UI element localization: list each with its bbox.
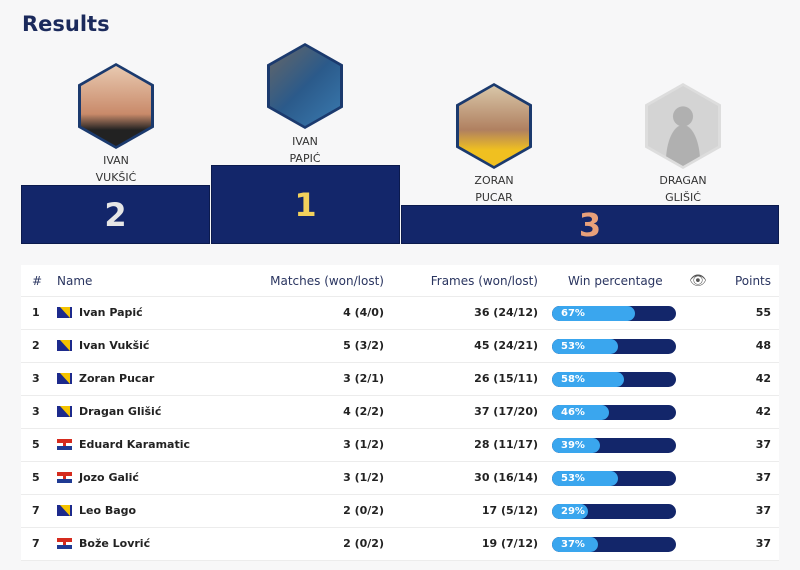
points: 37 <box>755 504 771 517</box>
avatar-1st[interactable] <box>267 43 343 129</box>
frames: 17 (5/12) <box>481 504 538 517</box>
player-last-name: GLIŠIĆ <box>665 191 701 204</box>
frames: 45 (24/21) <box>474 339 538 352</box>
avatar-2nd[interactable] <box>78 63 154 149</box>
table-row[interactable]: 7 Leo Bago 2 (0/2) 17 (5/12) 29% 37 <box>21 495 779 528</box>
croatia-flag-icon <box>57 439 72 450</box>
win-percentage-fill: 29% <box>552 504 588 519</box>
frames: 36 (24/12) <box>474 306 538 319</box>
player-name[interactable]: Dragan Glišić <box>79 405 162 418</box>
player-name[interactable]: Eduard Karamatic <box>79 438 190 451</box>
matches: 3 (2/1) <box>343 372 384 385</box>
frames: 26 (15/11) <box>474 372 538 385</box>
win-percentage-bar: 39% <box>552 438 676 453</box>
bosnia-flag-icon <box>57 307 72 318</box>
frames: 28 (11/17) <box>474 438 538 451</box>
player-last-name: PUCAR <box>475 191 513 204</box>
player-name[interactable]: Zoran Pucar <box>79 372 155 385</box>
table-row[interactable]: 5 Jozo Galić 3 (1/2) 30 (16/14) 53% 37 <box>21 462 779 495</box>
avatar-3rd[interactable] <box>456 83 532 169</box>
points: 37 <box>755 438 771 451</box>
podium-block-3: 3 <box>401 205 779 244</box>
points: 37 <box>755 471 771 484</box>
col-frames[interactable]: Frames (won/lost) <box>430 274 538 288</box>
win-percentage-bar: 37% <box>552 537 676 552</box>
col-win[interactable]: Win percentage <box>568 274 663 288</box>
matches: 4 (4/0) <box>343 306 384 319</box>
rank: 5 <box>32 438 40 451</box>
page-title: Results <box>22 12 110 36</box>
matches: 3 (1/2) <box>343 471 384 484</box>
col-points[interactable]: Points <box>734 274 771 288</box>
podium-block-2: 2 <box>21 185 210 244</box>
player-name[interactable]: Ivan Vukšić <box>79 339 150 352</box>
win-percentage-fill: 39% <box>552 438 601 453</box>
table-row[interactable]: 2 Ivan Vukšić 5 (3/2) 45 (24/21) 53% 48 <box>21 330 779 363</box>
player-first-name: DRAGAN <box>659 174 707 187</box>
rank: 5 <box>32 471 40 484</box>
win-percentage-bar: 58% <box>552 372 676 387</box>
player-name[interactable]: Ivan Papić <box>79 306 143 319</box>
col-matches[interactable]: Matches (won/lost) <box>270 274 384 288</box>
col-name[interactable]: Name <box>57 274 93 288</box>
player-first-name: IVAN <box>292 135 318 148</box>
table-row[interactable]: 3 Dragan Glišić 4 (2/2) 37 (17/20) 46% 4… <box>21 396 779 429</box>
player-first-name: ZORAN <box>474 174 514 187</box>
results-table: # Name Matches (won/lost) Frames (won/lo… <box>21 265 779 561</box>
bosnia-flag-icon <box>57 505 72 516</box>
win-percentage-bar: 29% <box>552 504 676 519</box>
bosnia-flag-icon <box>57 406 72 417</box>
player-name[interactable]: Bože Lovrić <box>79 537 151 550</box>
win-percentage-fill: 37% <box>552 537 598 552</box>
croatia-flag-icon <box>57 538 72 549</box>
rank: 7 <box>32 537 40 550</box>
points: 37 <box>755 537 771 550</box>
rank: 2 <box>32 339 40 352</box>
table-row[interactable]: 1 Ivan Papić 4 (4/0) 36 (24/12) 67% 55 <box>21 297 779 330</box>
win-percentage-fill: 46% <box>552 405 610 420</box>
rank: 1 <box>32 306 40 319</box>
rank: 3 <box>32 372 40 385</box>
bosnia-flag-icon <box>57 373 72 384</box>
podium-block-1: 1 <box>211 165 400 244</box>
table-row[interactable]: 7 Bože Lovrić 2 (0/2) 19 (7/12) 37% 37 <box>21 528 779 561</box>
bosnia-flag-icon <box>57 340 72 351</box>
win-percentage-fill: 58% <box>552 372 624 387</box>
avatar-placeholder[interactable] <box>645 83 721 169</box>
matches: 4 (2/2) <box>343 405 384 418</box>
player-name[interactable]: Jozo Galić <box>79 471 139 484</box>
win-percentage-bar: 53% <box>552 471 676 486</box>
win-percentage-fill: 53% <box>552 471 618 486</box>
croatia-flag-icon <box>57 472 72 483</box>
col-rank: # <box>32 274 43 288</box>
win-percentage-fill: 53% <box>552 339 618 354</box>
eye-icon[interactable]: 👁 <box>689 273 707 289</box>
points: 55 <box>755 306 771 319</box>
win-percentage-bar: 67% <box>552 306 676 321</box>
frames: 37 (17/20) <box>474 405 538 418</box>
player-first-name: IVAN <box>103 154 129 167</box>
matches: 3 (1/2) <box>343 438 384 451</box>
player-name[interactable]: Leo Bago <box>79 504 137 517</box>
matches: 2 (0/2) <box>343 504 384 517</box>
player-last-name: VUKŠIĆ <box>95 171 137 184</box>
win-percentage-bar: 53% <box>552 339 676 354</box>
player-last-name: PAPIĆ <box>289 152 321 165</box>
table-row[interactable]: 3 Zoran Pucar 3 (2/1) 26 (15/11) 58% 42 <box>21 363 779 396</box>
frames: 30 (16/14) <box>474 471 538 484</box>
rank: 3 <box>32 405 40 418</box>
matches: 5 (3/2) <box>343 339 384 352</box>
win-percentage-fill: 67% <box>552 306 636 321</box>
table-row[interactable]: 5 Eduard Karamatic 3 (1/2) 28 (11/17) 39… <box>21 429 779 462</box>
points: 48 <box>755 339 771 352</box>
points: 42 <box>755 372 771 385</box>
frames: 19 (7/12) <box>481 537 538 550</box>
matches: 2 (0/2) <box>343 537 384 550</box>
table-header: # Name Matches (won/lost) Frames (won/lo… <box>21 265 779 297</box>
rank: 7 <box>32 504 40 517</box>
points: 42 <box>755 405 771 418</box>
win-percentage-bar: 46% <box>552 405 676 420</box>
